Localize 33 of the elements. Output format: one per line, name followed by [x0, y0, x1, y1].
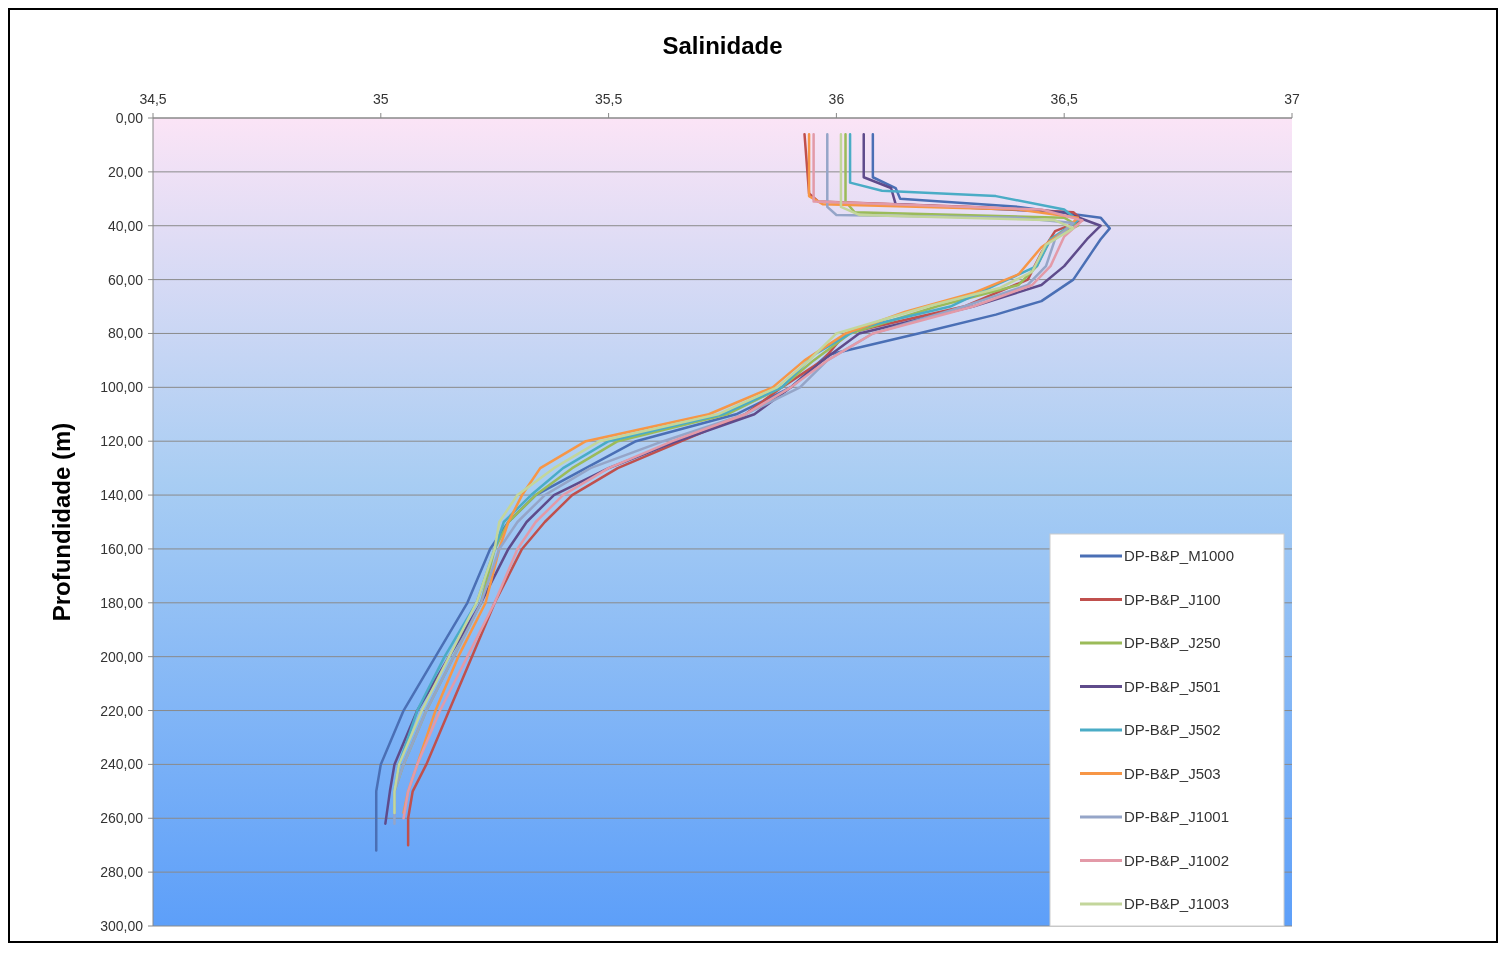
y-tick-label: 80,00: [107, 325, 144, 342]
y-tick-label: 100,00: [100, 379, 144, 396]
x-tick-label: 36,5: [1050, 91, 1079, 107]
y-tick-label: 140,00: [100, 487, 144, 504]
y-tick-label: 240,00: [100, 756, 144, 773]
legend-label: DP-B&P_J503: [1124, 764, 1221, 782]
legend-label: DP-B&P_J1001: [1124, 808, 1230, 825]
x-tick-label: 35,5: [594, 91, 623, 107]
legend-label: DP-B&P_J1003: [1124, 895, 1230, 912]
y-axis-title: Profundidade (m): [48, 422, 75, 622]
y-tick-label: 160,00: [100, 540, 144, 557]
legend-label: DP-B&P_J501: [1124, 677, 1221, 695]
y-tick-label: 40,00: [107, 217, 144, 234]
y-tick-label: 220,00: [100, 702, 144, 719]
x-tick-label: 34,5: [139, 91, 167, 107]
chart-title: Salinidade: [662, 32, 783, 59]
y-tick-label: 200,00: [100, 648, 144, 665]
y-tick-label: 120,00: [100, 433, 144, 450]
legend-label: DP-B&P_J1002: [1124, 851, 1230, 869]
legend-label: DP-B&P_M1000: [1124, 547, 1235, 564]
legend-label: DP-B&P_J502: [1124, 721, 1221, 738]
y-tick-label: 0,00: [115, 110, 144, 126]
x-tick-label: 36: [828, 91, 845, 107]
legend-label: DP-B&P_J100: [1124, 590, 1221, 608]
y-tick-label: 260,00: [100, 810, 144, 827]
legend-label: DP-B&P_J250: [1124, 634, 1221, 651]
y-tick-label: 280,00: [100, 864, 144, 881]
x-tick-label: 35: [373, 91, 389, 107]
y-tick-label: 180,00: [100, 594, 144, 611]
y-tick-label: 300,00: [100, 918, 144, 934]
x-tick-label: 37: [1284, 91, 1300, 107]
y-tick-label: 60,00: [107, 271, 144, 288]
y-tick-label: 20,00: [107, 163, 144, 180]
